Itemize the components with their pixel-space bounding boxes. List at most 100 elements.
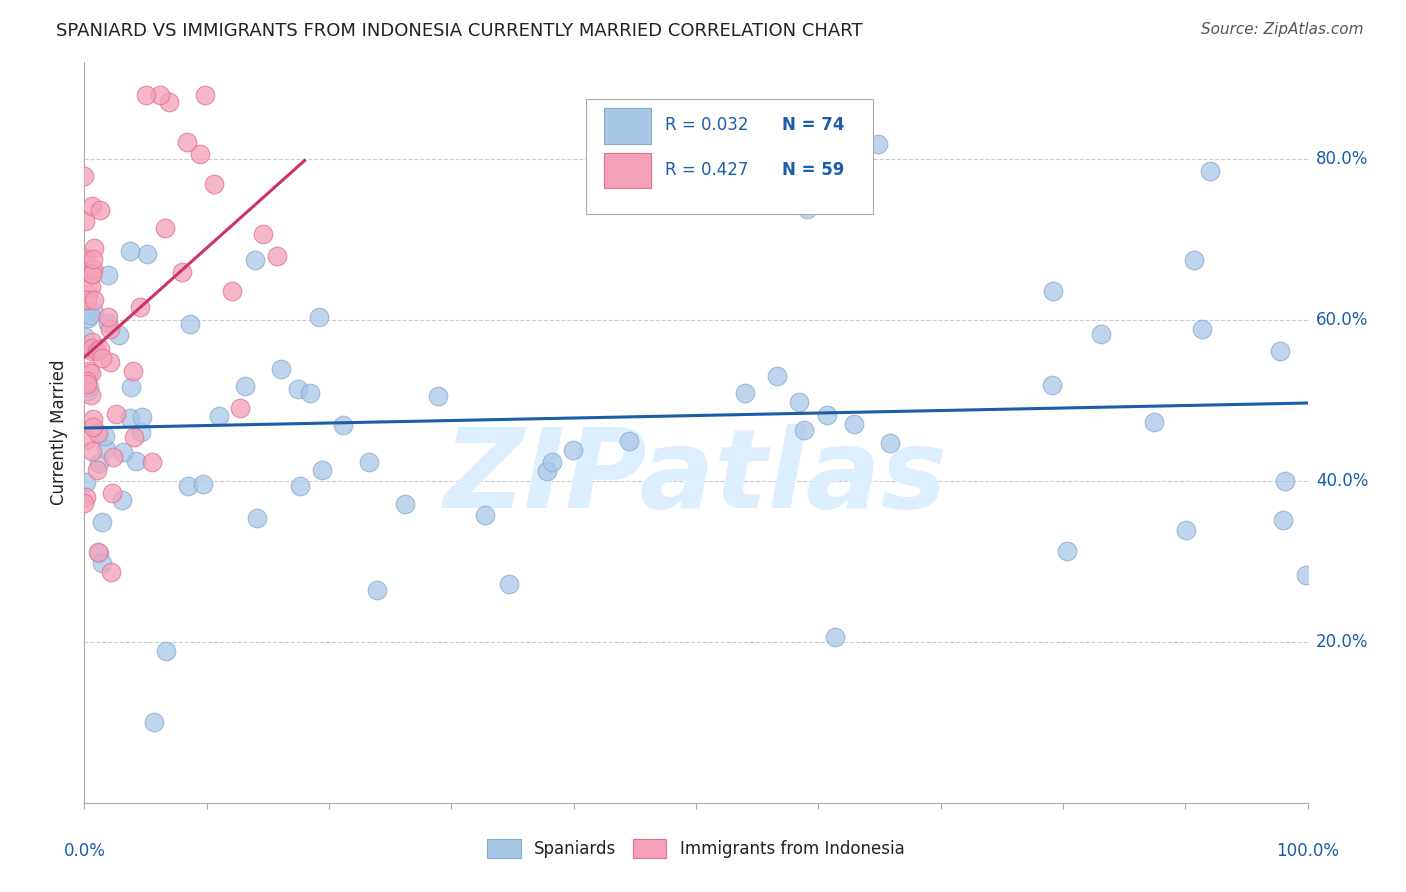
Text: R = 0.427: R = 0.427 [665,161,749,178]
Text: SPANIARD VS IMMIGRANTS FROM INDONESIA CURRENTLY MARRIED CORRELATION CHART: SPANIARD VS IMMIGRANTS FROM INDONESIA CU… [56,22,863,40]
Text: 100.0%: 100.0% [1277,842,1339,860]
Point [98,355,121,369]
Point [73,169,96,183]
Text: 60.0%: 60.0% [1316,311,1368,329]
Point [866,136,889,151]
Point [112,445,135,459]
Point [1198,164,1220,178]
Point [77,384,100,398]
Point [76,376,98,391]
Point [208,409,231,423]
Legend: Spaniards, Immigrants from Indonesia: Spaniards, Immigrants from Indonesia [481,832,911,865]
Point [90,351,112,365]
Point [191,476,214,491]
Point [474,508,496,522]
Y-axis label: Currently Married: Currently Married [51,359,69,506]
Point [766,369,789,384]
Point [1056,544,1078,558]
Text: ZIPatlas: ZIPatlas [444,424,948,531]
Point [87,545,110,559]
Point [734,386,756,401]
Point [93,429,115,443]
Point [87,456,110,470]
Point [75,252,97,266]
Point [86,463,108,477]
Point [80,344,103,359]
Point [75,475,97,489]
FancyBboxPatch shape [605,108,651,144]
Point [824,631,846,645]
Point [103,450,125,464]
Point [815,408,838,422]
Point [229,401,252,415]
Point [80,388,103,402]
Point [79,308,101,322]
Point [1042,284,1064,298]
Text: 0.0%: 0.0% [63,842,105,860]
Point [77,287,100,301]
Point [170,265,193,279]
Point [177,478,200,492]
Point [796,202,818,217]
Point [83,293,105,307]
Point [179,317,201,331]
Point [73,214,96,228]
Point [135,88,157,103]
Point [83,305,105,319]
Point [561,443,583,458]
Point [87,545,110,559]
Text: N = 74: N = 74 [782,116,844,135]
Point [221,285,243,299]
Point [75,490,97,504]
Point [97,310,120,325]
Text: 40.0%: 40.0% [1316,472,1368,490]
Point [120,380,142,394]
Point [108,328,131,343]
Point [1182,253,1205,268]
Point [76,293,98,307]
Point [427,388,450,402]
Text: 20.0%: 20.0% [1316,632,1368,651]
Point [101,486,124,500]
Point [97,268,120,282]
Point [100,322,122,336]
Point [1174,523,1197,537]
Point [155,644,177,658]
Point [94,442,117,456]
Point [498,576,520,591]
Point [73,329,96,343]
Point [125,454,148,468]
Point [90,556,112,570]
Point [75,433,97,447]
Point [844,417,866,432]
Point [89,342,111,356]
Point [129,300,152,314]
Point [1143,416,1166,430]
Point [879,435,901,450]
Point [76,375,98,389]
FancyBboxPatch shape [605,153,651,188]
Point [619,434,641,449]
Point [540,455,562,469]
Point [131,410,153,425]
Point [80,279,103,293]
Point [80,199,103,213]
Point [298,385,321,400]
Point [122,364,145,378]
Point [1191,322,1213,336]
Point [87,426,110,441]
Point [270,361,292,376]
Point [91,516,114,530]
Point [83,241,105,255]
Point [252,227,274,241]
Text: R = 0.032: R = 0.032 [665,116,749,135]
Point [82,261,104,276]
Point [1268,344,1291,359]
Point [120,410,142,425]
Point [1090,327,1112,342]
Point [80,444,103,458]
Point [194,87,217,102]
Point [202,177,225,191]
Point [332,418,354,433]
Point [266,250,288,264]
